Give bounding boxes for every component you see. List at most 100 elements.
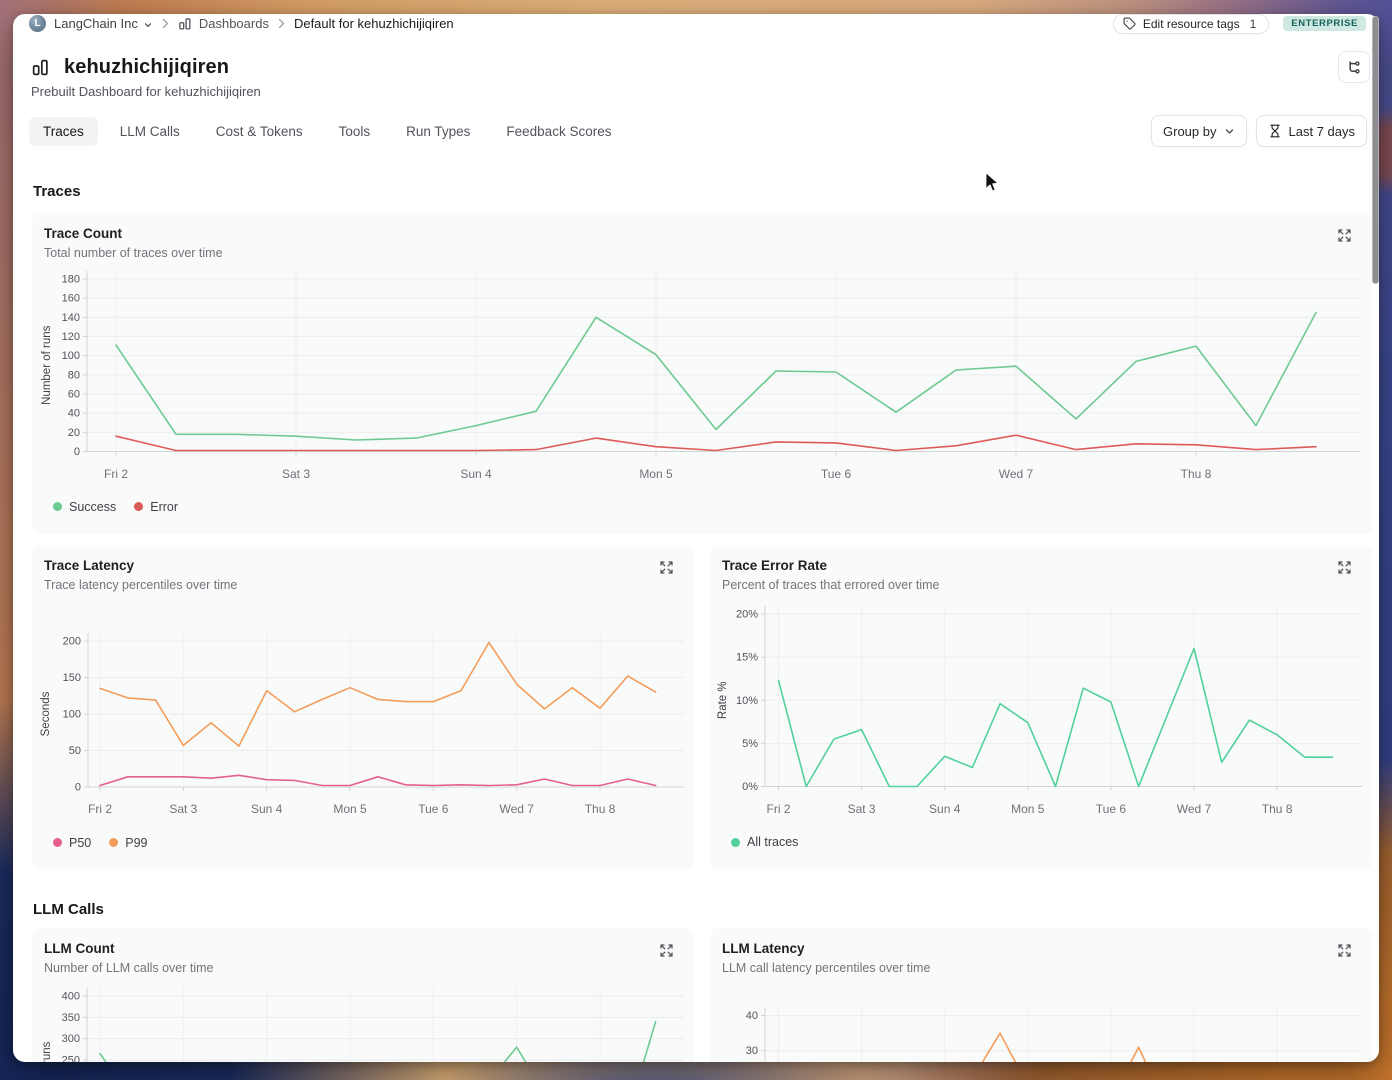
breadcrumb-org[interactable]: LangChain Inc	[54, 16, 138, 32]
svg-text:350: 350	[62, 1012, 80, 1024]
chart-trace-latency: 0 50 100 150 200 Fri 2 Sat 3 Sun 4 Mon 5 Tue 6 Wed…	[40, 633, 684, 816]
svg-text:100: 100	[63, 709, 81, 721]
tab-cost-tokens[interactable]: Cost & Tokens	[215, 123, 303, 139]
time-range-button[interactable]: Last 7 days	[1255, 115, 1367, 147]
chart-trace-error-rate: 0% 5% 10% 15% 20% Fri 2 Sat 3 Sun 4 Mon 5 Tue 6 We…	[717, 606, 1362, 816]
svg-text:Fri 2: Fri 2	[104, 467, 128, 481]
dashboard-icon	[31, 58, 50, 77]
svg-text:Thu 8: Thu 8	[585, 802, 616, 816]
card-title-llm-latency: LLM Latency	[722, 941, 805, 956]
legend-item-p50[interactable]: P50	[53, 836, 91, 850]
expand-icon[interactable]	[1337, 943, 1353, 959]
legend-label: Success	[69, 499, 117, 514]
svg-text:Mon 5: Mon 5	[1011, 802, 1045, 816]
breadcrumb-current-page[interactable]: Default for kehuzhichijiqiren	[293, 16, 454, 32]
svg-text:100: 100	[62, 350, 80, 362]
svg-text:30: 30	[746, 1045, 758, 1057]
card-llm-latency: LLM Latency LLM call latency percentiles …	[710, 928, 1372, 1062]
edit-resource-tags-button[interactable]: Edit resource tags 1	[1112, 14, 1270, 34]
svg-text:0%: 0%	[742, 781, 758, 793]
breadcrumb-separator-icon	[162, 18, 169, 29]
svg-text:Sat 3: Sat 3	[848, 802, 876, 816]
card-subtitle-trace-count: Total number of traces over time	[44, 246, 223, 260]
legend-label: P50	[69, 835, 92, 850]
card-subtitle-llm-latency: LLM call latency percentiles over time	[722, 961, 931, 975]
svg-text:Sun 4: Sun 4	[929, 802, 961, 816]
legend-dot-icon	[53, 502, 62, 511]
hourglass-icon	[1268, 124, 1282, 138]
card-title-llm-count: LLM Count	[44, 941, 115, 956]
tag-icon	[1123, 17, 1136, 30]
legend-dot-icon	[731, 837, 740, 847]
group-by-button[interactable]: Group by	[1151, 115, 1247, 147]
svg-text:10%: 10%	[736, 695, 758, 707]
legend-item-success[interactable]: Success	[53, 500, 116, 514]
page-title: kehuzhichijiqiren	[64, 56, 230, 78]
chart-legend: Success Error	[53, 500, 178, 514]
legend-dot-icon	[53, 838, 62, 847]
resource-tree-button[interactable]	[1338, 51, 1370, 83]
svg-text:150: 150	[63, 672, 81, 684]
svg-text:250: 250	[62, 1054, 80, 1062]
time-range-label: Last 7 days	[1288, 123, 1356, 139]
svg-text:0: 0	[74, 446, 80, 458]
expand-icon[interactable]	[1337, 228, 1353, 244]
tab-bar: Traces LLM Calls Cost & Tokens Tools Run Typ…	[29, 115, 625, 147]
svg-text:80: 80	[68, 369, 80, 381]
expand-icon[interactable]	[659, 943, 675, 959]
scrollbar-thumb[interactable]	[1372, 16, 1379, 284]
svg-text:Thu 8: Thu 8	[1262, 802, 1293, 816]
toolbar: Group by Last 7 days	[1151, 115, 1367, 147]
group-by-label: Group by	[1163, 123, 1217, 139]
svg-text:20: 20	[68, 427, 80, 439]
card-subtitle-trace-latency: Trace latency percentiles over time	[44, 578, 238, 592]
svg-text:Thu 8: Thu 8	[1181, 467, 1212, 481]
svg-text:Tue 6: Tue 6	[821, 467, 852, 481]
edit-resource-tags-label: Edit resource tags	[1142, 16, 1240, 31]
chevron-down-icon[interactable]	[143, 20, 153, 30]
expand-icon[interactable]	[659, 560, 675, 576]
svg-text:160: 160	[62, 293, 80, 305]
svg-text:40: 40	[68, 408, 80, 420]
dashboards-icon	[178, 17, 192, 31]
card-subtitle-llm-count: Number of LLM calls over time	[44, 961, 214, 975]
svg-text:15%: 15%	[736, 652, 758, 664]
breadcrumb-dashboards[interactable]: Dashboards	[198, 16, 269, 32]
tab-llm-calls[interactable]: LLM Calls	[119, 123, 180, 139]
legend-item-error[interactable]: Error	[134, 500, 178, 514]
tab-feedback-scores[interactable]: Feedback Scores	[506, 123, 612, 139]
tab-traces[interactable]: Traces	[29, 116, 98, 146]
svg-text:Tue 6: Tue 6	[1096, 802, 1127, 816]
svg-text:60: 60	[68, 389, 80, 401]
svg-text:50: 50	[69, 745, 81, 757]
svg-text:Sat 3: Sat 3	[282, 467, 310, 481]
legend-dot-icon	[134, 502, 144, 511]
card-title-trace-error-rate: Trace Error Rate	[722, 558, 828, 573]
svg-text:Number of runs: Number of runs	[41, 325, 53, 405]
org-avatar[interactable]: L	[29, 15, 46, 33]
mouse-cursor-icon	[984, 171, 1001, 195]
tab-run-types[interactable]: Run Types	[406, 123, 471, 139]
legend-item-p99[interactable]: P99	[109, 835, 148, 850]
card-title-trace-latency: Trace Latency	[44, 558, 135, 573]
svg-text:Mon 5: Mon 5	[639, 467, 673, 481]
tab-tools[interactable]: Tools	[338, 123, 371, 139]
card-title-trace-count: Trace Count	[44, 226, 123, 241]
chart-legend: All traces	[731, 835, 798, 849]
legend-label: P99	[125, 835, 148, 850]
enterprise-badge: ENTERPRISE	[1283, 16, 1366, 32]
legend-label: All traces	[747, 835, 799, 849]
tree-icon	[1346, 59, 1362, 75]
svg-text:Wed 7: Wed 7	[499, 802, 534, 816]
svg-text:Mon 5: Mon 5	[333, 802, 367, 816]
expand-icon[interactable]	[1337, 560, 1353, 576]
legend-item-all-traces[interactable]: All traces	[731, 835, 798, 849]
svg-text:0: 0	[75, 782, 81, 794]
card-trace-error-rate: Trace Error Rate Percent of traces that e…	[710, 545, 1372, 869]
svg-text:Seconds: Seconds	[40, 691, 52, 736]
card-trace-latency: Trace Latency Trace latency percentiles o…	[32, 545, 694, 869]
svg-text:300: 300	[62, 1033, 80, 1045]
svg-text:Wed 7: Wed 7	[1177, 802, 1212, 816]
svg-text:120: 120	[62, 331, 80, 343]
